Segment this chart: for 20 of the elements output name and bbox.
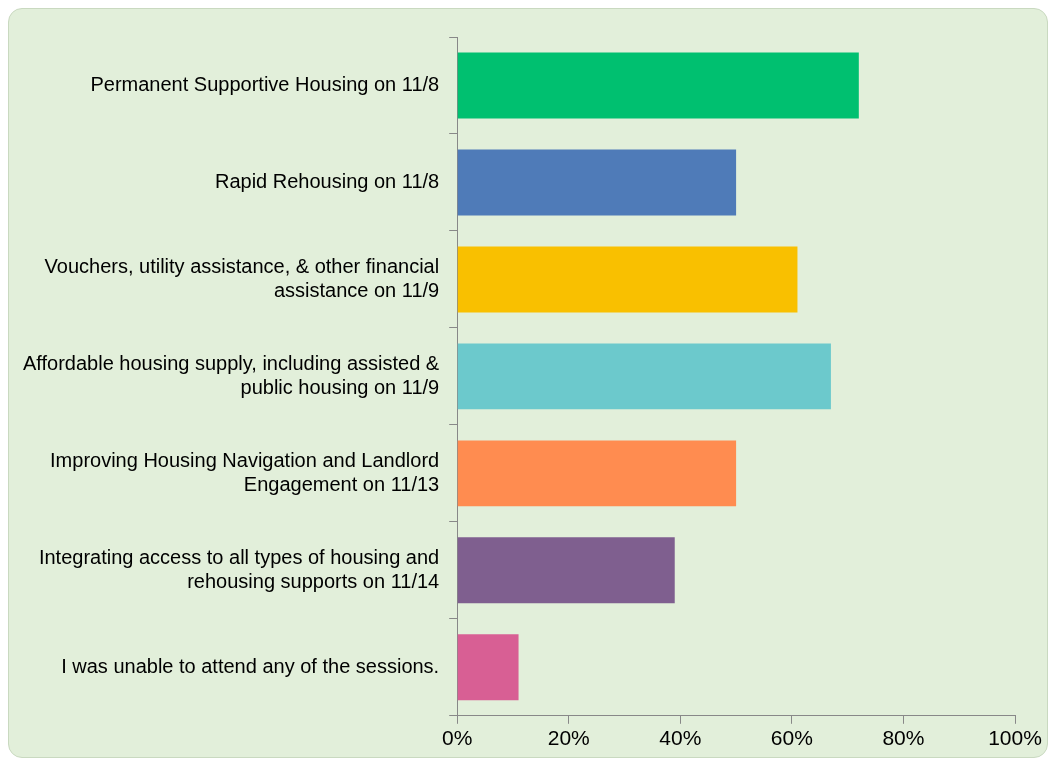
- y-tick-label: Affordable housing supply, including assisted & public housing on 11/9: [22, 351, 440, 398]
- y-tick-label: Improving Housing Navigation and Landlord Engagement on 11/13: [50, 448, 440, 495]
- bar: [457, 149, 737, 216]
- bar: [457, 246, 798, 313]
- y-tick-label: Integrating access to all types of housing and rehousing supports on 11/14: [38, 545, 440, 592]
- y-tick-label: Vouchers, utility assistance, & other financial assistance on 11/9: [44, 254, 440, 301]
- x-tick-label: 60%: [770, 726, 813, 750]
- bar: [457, 537, 675, 604]
- y-tick-label: Permanent Supportive Housing on 11/8: [90, 73, 440, 95]
- bar: [457, 343, 831, 410]
- x-tick-label: 20%: [547, 726, 590, 750]
- bar: [457, 440, 737, 507]
- x-tick-label: 0%: [442, 726, 473, 750]
- x-tick-label: 40%: [659, 726, 702, 750]
- y-tick-label: Rapid Rehousing on 11/8: [214, 169, 440, 192]
- y-tick-label: I was unable to attend any of the sessions.: [61, 654, 440, 677]
- bar: [457, 52, 859, 119]
- x-tick-label: 80%: [882, 726, 925, 750]
- x-tick-label: 100%: [988, 726, 1042, 750]
- bar: [457, 634, 519, 701]
